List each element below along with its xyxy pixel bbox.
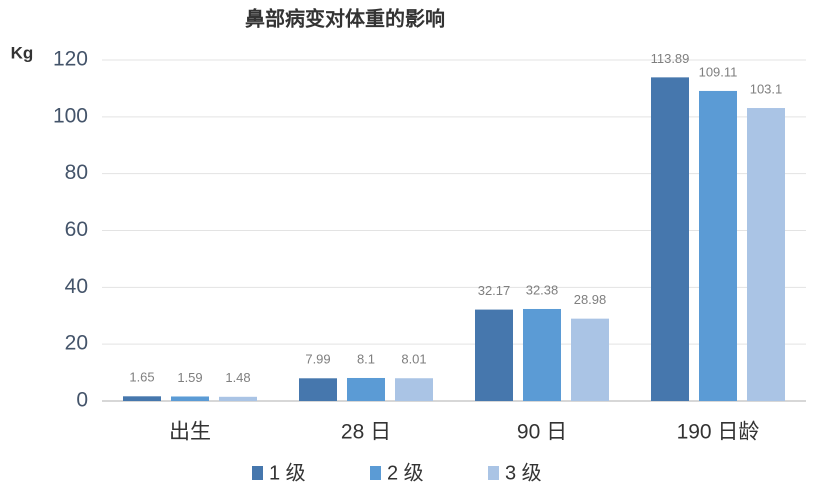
data-label: 1.65 xyxy=(129,370,154,385)
x-tick-label: 90 日 xyxy=(517,421,567,444)
y-tick-label: 100 xyxy=(53,104,88,127)
y-tick-label: 80 xyxy=(65,161,88,184)
legend-label: 1 级 xyxy=(269,461,306,484)
data-label: 28.98 xyxy=(574,292,607,307)
y-tick-label: 0 xyxy=(76,389,88,412)
y-tick-label: 60 xyxy=(65,218,88,241)
bar xyxy=(123,396,161,401)
legend-swatch xyxy=(370,466,381,480)
data-label: 32.38 xyxy=(526,282,559,297)
bar xyxy=(475,309,513,401)
bar xyxy=(651,77,689,402)
x-tick-label: 28 日 xyxy=(341,421,391,444)
data-label: 7.99 xyxy=(305,352,330,367)
bar xyxy=(699,90,737,402)
legend-label: 2 级 xyxy=(387,461,424,484)
data-label: 103.1 xyxy=(750,81,783,96)
data-label: 32.17 xyxy=(478,283,511,298)
bar xyxy=(747,108,785,401)
y-axis-label: Kg xyxy=(11,43,34,62)
legend-swatch xyxy=(252,466,263,480)
y-tick-label: 20 xyxy=(65,332,88,355)
data-label: 1.48 xyxy=(225,370,250,385)
bar xyxy=(219,396,257,401)
y-tick-label: 120 xyxy=(53,48,88,71)
data-label: 109.11 xyxy=(699,64,738,79)
y-tick-label: 40 xyxy=(65,275,88,298)
data-label: 8.1 xyxy=(357,351,375,366)
legend-swatch xyxy=(488,466,499,480)
data-label: 8.01 xyxy=(401,352,426,367)
bar xyxy=(299,378,337,401)
chart-title: 鼻部病变对体重的影响 xyxy=(245,6,445,30)
bar xyxy=(171,396,209,401)
x-tick-label: 出生 xyxy=(169,421,211,444)
data-label: 1.59 xyxy=(177,370,202,385)
data-label: 113.89 xyxy=(651,51,690,66)
bar xyxy=(523,308,561,401)
x-tick-label: 190 日龄 xyxy=(677,421,760,444)
bar xyxy=(571,318,609,401)
bar xyxy=(347,377,385,401)
legend-label: 3 级 xyxy=(505,461,542,484)
bar xyxy=(395,378,433,401)
